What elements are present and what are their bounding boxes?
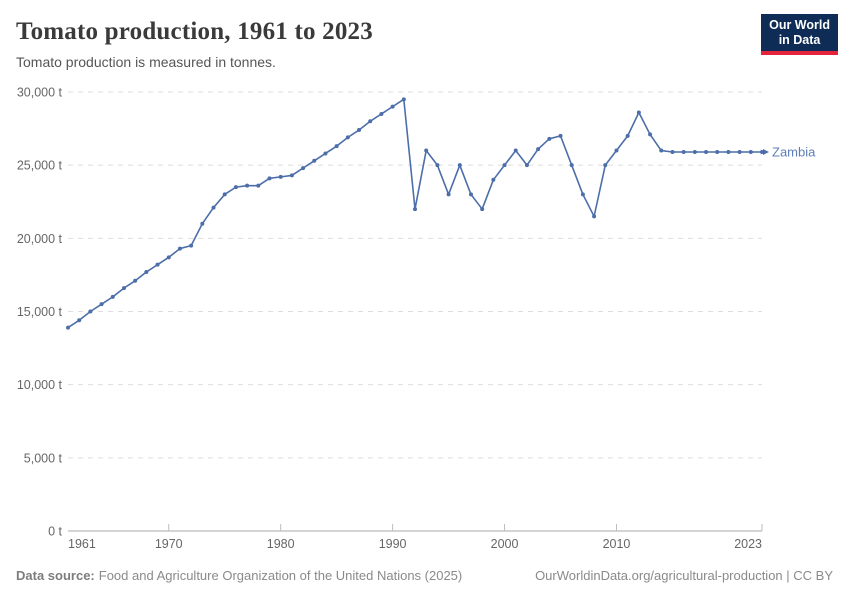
data-point — [323, 151, 328, 156]
data-point — [200, 221, 205, 226]
x-axis-label: 1961 — [68, 537, 96, 551]
data-point — [737, 149, 742, 154]
data-point — [468, 192, 473, 197]
page-title: Tomato production, 1961 to 2023 — [16, 18, 373, 45]
data-point — [301, 166, 306, 171]
data-point — [592, 214, 597, 219]
data-point — [289, 173, 294, 178]
data-point — [726, 149, 731, 154]
data-point — [692, 149, 697, 154]
data-point — [681, 149, 686, 154]
y-axis-label: 20,000 t — [17, 232, 63, 246]
data-source-label: Data source: — [16, 568, 95, 583]
x-axis-label: 2023 — [734, 537, 762, 551]
owid-logo: Our World in Data — [761, 14, 838, 55]
data-point — [390, 104, 395, 109]
data-point — [547, 136, 552, 141]
data-point — [334, 144, 339, 149]
data-point — [480, 207, 485, 212]
data-point — [580, 192, 585, 197]
data-point — [603, 163, 608, 168]
y-axis-label: 0 t — [48, 525, 62, 539]
footer-citation: OurWorldinData.org/agricultural-producti… — [535, 568, 833, 583]
chart-footer: Data source: Food and Agriculture Organiz… — [16, 568, 833, 583]
data-point — [569, 163, 574, 168]
y-axis-label: 10,000 t — [17, 378, 63, 392]
data-point — [121, 286, 126, 291]
y-axis-label: 15,000 t — [17, 305, 63, 319]
data-point — [424, 148, 429, 153]
data-point — [189, 243, 194, 248]
data-point — [491, 177, 496, 182]
x-axis-label: 2000 — [491, 537, 519, 551]
data-point — [536, 147, 541, 152]
data-point — [704, 149, 709, 154]
data-point — [144, 269, 149, 274]
data-point — [166, 255, 171, 260]
data-point — [66, 325, 70, 330]
data-point — [558, 133, 563, 138]
x-axis-label: 2010 — [603, 537, 631, 551]
data-point — [133, 278, 138, 283]
y-axis-label: 25,000 t — [17, 159, 63, 173]
data-source-note: Data source: Food and Agriculture Organiz… — [16, 568, 462, 583]
data-point — [457, 163, 462, 168]
data-point — [524, 163, 529, 168]
data-point — [401, 97, 406, 102]
data-point — [345, 135, 350, 140]
data-point — [312, 158, 317, 163]
data-point — [256, 183, 261, 188]
data-point — [211, 205, 216, 210]
data-point — [177, 246, 182, 251]
data-point — [245, 183, 250, 188]
data-point — [379, 111, 384, 116]
data-point — [648, 132, 653, 137]
data-point — [659, 148, 664, 153]
y-axis-label: 5,000 t — [24, 451, 63, 465]
data-point — [413, 207, 417, 212]
data-point — [110, 294, 115, 299]
data-point — [513, 148, 518, 153]
y-axis-label: 30,000 t — [17, 86, 63, 100]
data-point — [614, 148, 619, 153]
owid-logo-line2: in Data — [778, 32, 821, 47]
data-point — [77, 318, 82, 323]
line-end-arrow — [763, 148, 769, 155]
data-point — [446, 192, 451, 197]
data-point — [222, 192, 227, 197]
owid-logo-line1: Our World — [769, 18, 830, 32]
x-axis-label: 1990 — [379, 537, 407, 551]
data-point — [435, 163, 440, 168]
data-point — [88, 309, 93, 314]
data-point — [155, 262, 160, 267]
series-end-label: Zambia — [772, 144, 816, 159]
data-source-text: Food and Agriculture Organization of the… — [98, 568, 463, 583]
data-point — [670, 149, 675, 154]
data-point — [99, 302, 104, 307]
data-point — [636, 110, 641, 115]
page-subtitle: Tomato production is measured in tonnes. — [16, 54, 276, 70]
data-point — [715, 149, 720, 154]
data-point — [368, 119, 373, 124]
data-point — [625, 133, 630, 138]
data-point — [233, 185, 238, 190]
data-point — [502, 163, 507, 168]
x-axis-label: 1980 — [267, 537, 295, 551]
data-point — [748, 149, 753, 154]
series-line — [67, 98, 762, 329]
x-axis-label: 1970 — [155, 537, 183, 551]
data-point — [278, 174, 283, 179]
data-point — [357, 128, 362, 133]
data-point — [267, 176, 272, 181]
line-chart: 0 t 5,000 t 10,000 t 15,000 t 20,000 t 25,000… — [17, 86, 816, 552]
